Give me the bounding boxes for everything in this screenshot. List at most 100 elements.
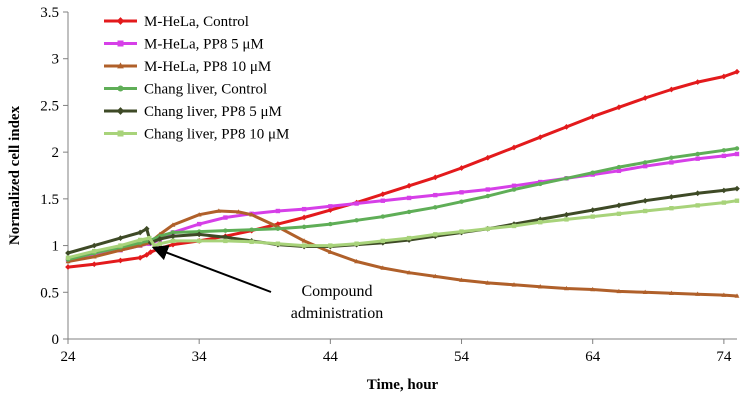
data-point: [484, 154, 491, 161]
data-point: [117, 257, 124, 264]
y-tick-label: 0: [52, 332, 60, 348]
data-point: [642, 95, 649, 101]
data-point: [147, 235, 152, 241]
y-tick-label: 3: [52, 52, 60, 68]
data-point: [511, 223, 517, 229]
y-tick-label: 1: [52, 239, 60, 255]
data-point: [301, 224, 307, 230]
legend-label: M-HeLa, PP8 10 μM: [144, 59, 271, 75]
data-point: [406, 270, 412, 275]
data-point: [642, 289, 648, 295]
data-point: [616, 288, 622, 294]
data-point: [354, 218, 359, 223]
annotation-text: Compound: [301, 283, 372, 300]
data-point: [695, 156, 700, 161]
data-point: [459, 229, 464, 234]
y-axis-title: Normalized cell index: [7, 105, 23, 245]
data-point: [301, 214, 307, 221]
data-point: [380, 238, 386, 244]
data-point: [734, 293, 740, 298]
data-point: [563, 124, 570, 130]
annotation-arrow: [151, 245, 272, 293]
data-point: [216, 208, 222, 213]
data-point: [275, 221, 281, 227]
y-tick-label: 1.5: [40, 192, 59, 208]
data-point: [275, 226, 281, 231]
data-point: [721, 148, 727, 153]
y-tick-label: 0.5: [40, 285, 59, 301]
data-point: [695, 203, 700, 208]
data-point: [223, 228, 228, 233]
data-point: [433, 205, 438, 210]
data-point: [157, 241, 163, 246]
data-point: [91, 261, 98, 268]
data-point: [275, 241, 281, 246]
data-point: [137, 254, 144, 261]
data-point: [380, 198, 386, 203]
data-point: [170, 230, 176, 235]
data-point: [433, 232, 438, 237]
data-point: [249, 239, 254, 245]
data-point: [669, 206, 674, 211]
data-point: [236, 209, 241, 214]
data-point: [616, 164, 622, 170]
data-point: [695, 151, 700, 157]
data-point: [721, 200, 727, 205]
data-point: [590, 286, 596, 292]
data-point: [668, 290, 674, 295]
x-axis-title: Time, hour: [367, 377, 439, 393]
data-point: [721, 292, 727, 297]
legend-label: Chang liver, PP8 5 μM: [144, 104, 282, 120]
x-tick-label: 54: [454, 349, 470, 365]
data-point: [589, 207, 596, 213]
data-point: [616, 168, 622, 174]
data-point: [170, 241, 176, 248]
data-point: [511, 282, 517, 287]
data-point: [249, 212, 255, 217]
data-point: [222, 234, 229, 241]
data-point: [196, 231, 203, 238]
data-point: [143, 252, 150, 258]
data-point: [170, 222, 176, 227]
legend: M-HeLa, Control M-HeLa, PP8 5 μM M-HeLa, P…: [104, 14, 289, 143]
data-point: [459, 190, 464, 195]
data-point: [328, 221, 333, 227]
data-point: [433, 192, 438, 198]
data-point: [406, 209, 412, 215]
data-point: [275, 208, 281, 214]
data-point: [694, 79, 701, 85]
data-point: [734, 198, 740, 203]
data-point: [734, 185, 740, 192]
data-point: [485, 226, 490, 231]
data-point: [511, 183, 517, 188]
data-point: [669, 160, 674, 165]
data-point: [642, 163, 648, 169]
data-point: [406, 195, 412, 201]
data-point: [458, 165, 465, 171]
data-point: [432, 273, 438, 279]
data-point: [91, 242, 98, 249]
data-point: [137, 237, 143, 243]
data-point: [327, 249, 333, 254]
data-point: [537, 134, 544, 141]
data-point: [564, 285, 569, 291]
data-point: [137, 242, 143, 248]
data-point: [538, 181, 543, 187]
data-point: [721, 187, 727, 194]
data-point: [156, 236, 163, 242]
data-point: [117, 235, 124, 241]
data-point: [432, 174, 439, 181]
data-point: [642, 197, 649, 204]
legend-marker: [117, 40, 124, 47]
data-point: [301, 206, 307, 212]
data-point: [734, 151, 740, 157]
data-point: [459, 199, 464, 204]
data-point: [616, 202, 622, 209]
data-point: [196, 212, 202, 217]
x-tick-label: 44: [323, 349, 339, 365]
data-point: [249, 227, 254, 232]
y-tick-label: 3.5: [40, 5, 59, 21]
series-group: [65, 146, 740, 262]
data-point: [92, 248, 97, 254]
data-point: [65, 250, 71, 256]
